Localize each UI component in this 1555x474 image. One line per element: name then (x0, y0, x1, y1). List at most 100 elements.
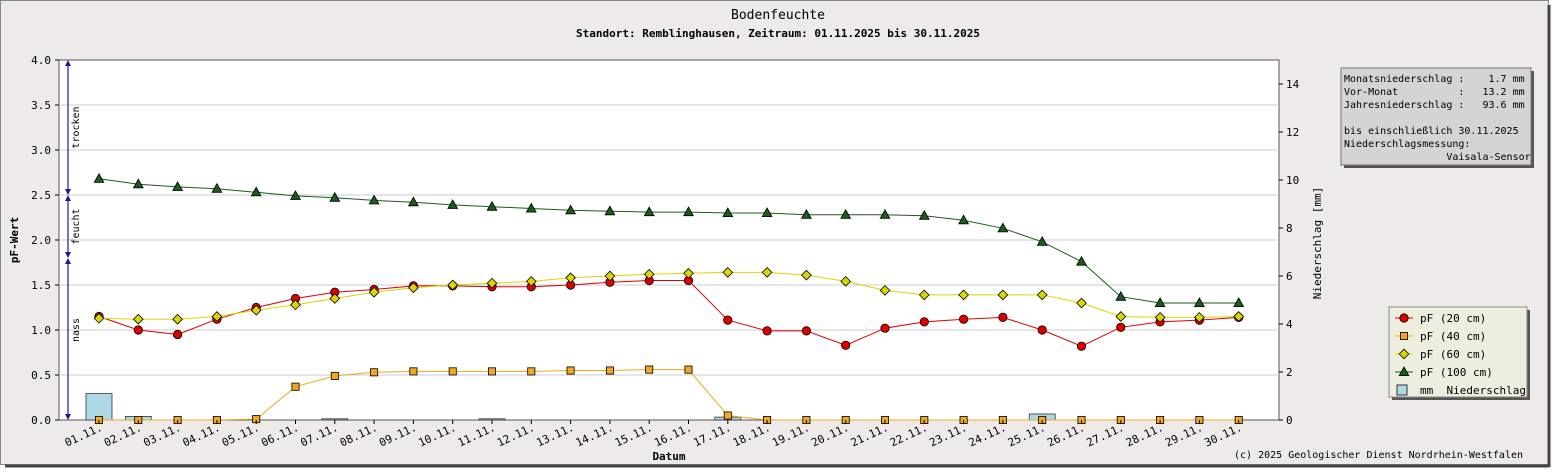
data-point (879, 208, 891, 219)
chart-subtitle: Standort: Remblinghausen, Zeitraum: 01.1… (576, 27, 980, 40)
data-point (93, 172, 105, 183)
data-point (643, 268, 655, 280)
data-point (997, 222, 1009, 233)
y-tick-label: 3.0 (31, 144, 51, 157)
y-tick-label: 1.5 (31, 279, 51, 292)
data-point (486, 277, 498, 289)
data-point (132, 178, 144, 189)
y-tick-label: 1.0 (31, 324, 51, 337)
data-point (645, 365, 654, 374)
y2-tick-label: 4 (1286, 318, 1293, 331)
zone-arrow-head-up (65, 258, 71, 264)
precipitation-bar (478, 418, 506, 421)
info-line: Monatsniederschlag : 1.7 mm (1344, 74, 1525, 85)
zone-arrow-head-down (65, 252, 71, 258)
data-point (1036, 235, 1048, 246)
data-point (761, 267, 773, 278)
precipitation-bar (85, 393, 113, 421)
legend: pF (20 cm) pF (40 cm) pF (60 cm) pF (100 cm… (1388, 306, 1530, 400)
zone-label: feucht (71, 208, 82, 244)
y-tick-label: 0.0 (31, 414, 51, 427)
legend-label: pF (20 cm) (1420, 312, 1486, 325)
data-point (407, 196, 419, 207)
data-point (918, 289, 930, 301)
series-line (98, 271, 1239, 320)
zone-arrow-head-down (65, 414, 71, 420)
zone-arrow-head-up (65, 60, 71, 66)
zone-label: trocken (71, 106, 82, 148)
data-point (879, 285, 891, 296)
y-tick-label: 4.0 (31, 54, 51, 67)
zone-label: nass (71, 318, 82, 342)
data-point (527, 367, 536, 376)
y-axis-title: pF-Wert (8, 217, 21, 263)
data-point (722, 207, 734, 218)
data-point (525, 202, 537, 213)
copyright-text: (c) 2025 Geologischer Dienst Nordrhein-W… (1234, 450, 1523, 461)
data-point (329, 293, 341, 304)
data-point (605, 366, 614, 375)
info-line: Jahresniederschlag : 93.6 mm (1344, 100, 1525, 111)
data-point (1115, 290, 1127, 301)
data-point (762, 326, 772, 336)
data-point (290, 190, 301, 200)
data-point (1076, 341, 1087, 351)
data-point (448, 367, 457, 376)
data-point (565, 204, 577, 215)
data-point (172, 181, 184, 191)
y-tick-label: 3.5 (31, 99, 51, 112)
legend-swatch-bar (1396, 384, 1408, 396)
data-point (801, 269, 812, 281)
data-point (1194, 312, 1205, 323)
data-point (761, 207, 773, 218)
data-point (684, 365, 693, 374)
data-point (1076, 297, 1087, 309)
data-point (998, 312, 1008, 322)
data-point (1398, 366, 1410, 377)
series-line (98, 280, 1239, 347)
y2-axis-title: Niederschlag [mm] (1311, 187, 1324, 300)
legend-label: pF (40 cm) (1420, 330, 1486, 343)
data-point (958, 289, 969, 301)
data-point (1116, 322, 1126, 332)
data-point (801, 326, 812, 336)
y2-tick-label: 14 (1286, 78, 1300, 91)
y-tick-label: 2.0 (31, 234, 51, 247)
data-point (486, 200, 498, 211)
data-point (447, 199, 459, 209)
data-point (1193, 297, 1205, 308)
data-point (1400, 331, 1409, 340)
chart-title: Bodenfeuchte (731, 8, 825, 23)
info-box: Monatsniederschlag : 1.7 mm Vor-Monat : 1… (1340, 67, 1534, 168)
data-point (604, 205, 616, 216)
data-point (683, 206, 694, 217)
data-point (841, 340, 851, 350)
data-point (1076, 255, 1087, 266)
data-point (291, 382, 300, 391)
data-point (250, 304, 262, 316)
y2-tick-label: 6 (1286, 270, 1293, 283)
data-point (132, 313, 144, 325)
data-point (880, 323, 890, 333)
data-point (643, 206, 655, 217)
data-point (408, 282, 419, 294)
info-line: bis einschließlich 30.11.2025 (1344, 126, 1519, 137)
data-point (958, 214, 970, 225)
info-line: Vaisala-Sensor (1344, 152, 1531, 163)
data-point (919, 317, 929, 327)
data-point (370, 368, 379, 377)
data-point (133, 325, 143, 335)
data-point (172, 313, 183, 325)
data-point (211, 182, 223, 193)
data-point (487, 367, 496, 376)
data-point (840, 276, 852, 287)
y2-tick-label: 12 (1286, 126, 1299, 139)
precipitation-bar (321, 418, 349, 421)
data-point (1154, 297, 1166, 308)
zone-arrow-head-up (65, 195, 71, 201)
legend-label: pF (100 cm) (1420, 366, 1493, 379)
data-point (722, 267, 734, 278)
data-point (1154, 312, 1166, 323)
data-point (565, 272, 576, 284)
